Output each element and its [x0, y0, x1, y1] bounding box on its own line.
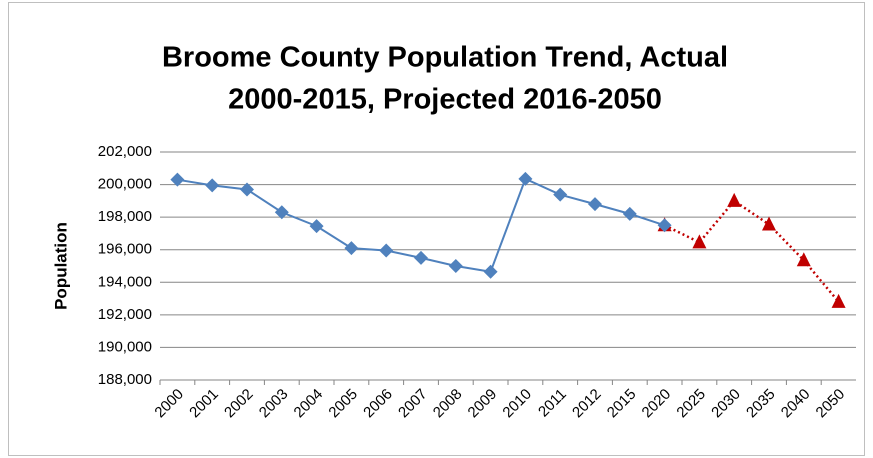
y-axis-title: Population	[51, 222, 70, 310]
data-point	[553, 187, 568, 202]
data-point	[692, 234, 707, 249]
y-tick-label: 196,000	[98, 241, 152, 258]
chart-title: 2000-2015, Projected 2016-2050	[228, 84, 662, 116]
y-tick-label: 202,000	[98, 143, 152, 160]
y-tick-label: 200,000	[98, 176, 152, 193]
data-point	[309, 219, 324, 234]
data-point	[414, 250, 428, 265]
data-point	[518, 171, 533, 186]
data-point	[448, 259, 463, 273]
data-point	[379, 243, 394, 258]
data-point	[657, 218, 672, 233]
data-point	[205, 178, 220, 193]
data-point	[170, 172, 185, 187]
data-point	[344, 241, 359, 256]
y-tick-label: 188,000	[98, 371, 152, 388]
data-point	[796, 252, 811, 267]
y-tick-label: 194,000	[98, 273, 152, 290]
data-point	[622, 206, 637, 221]
data-point	[274, 205, 289, 220]
data-point	[762, 216, 776, 231]
data-point	[240, 182, 254, 197]
y-tick-label: 190,000	[98, 338, 152, 355]
y-tick-label: 198,000	[98, 208, 152, 225]
chart-title: Broome County Population Trend, Actual	[162, 42, 728, 74]
y-tick-label: 192,000	[98, 306, 152, 323]
data-point	[588, 197, 602, 212]
data-point	[483, 264, 498, 279]
data-point	[831, 293, 846, 308]
data-point	[727, 192, 742, 207]
